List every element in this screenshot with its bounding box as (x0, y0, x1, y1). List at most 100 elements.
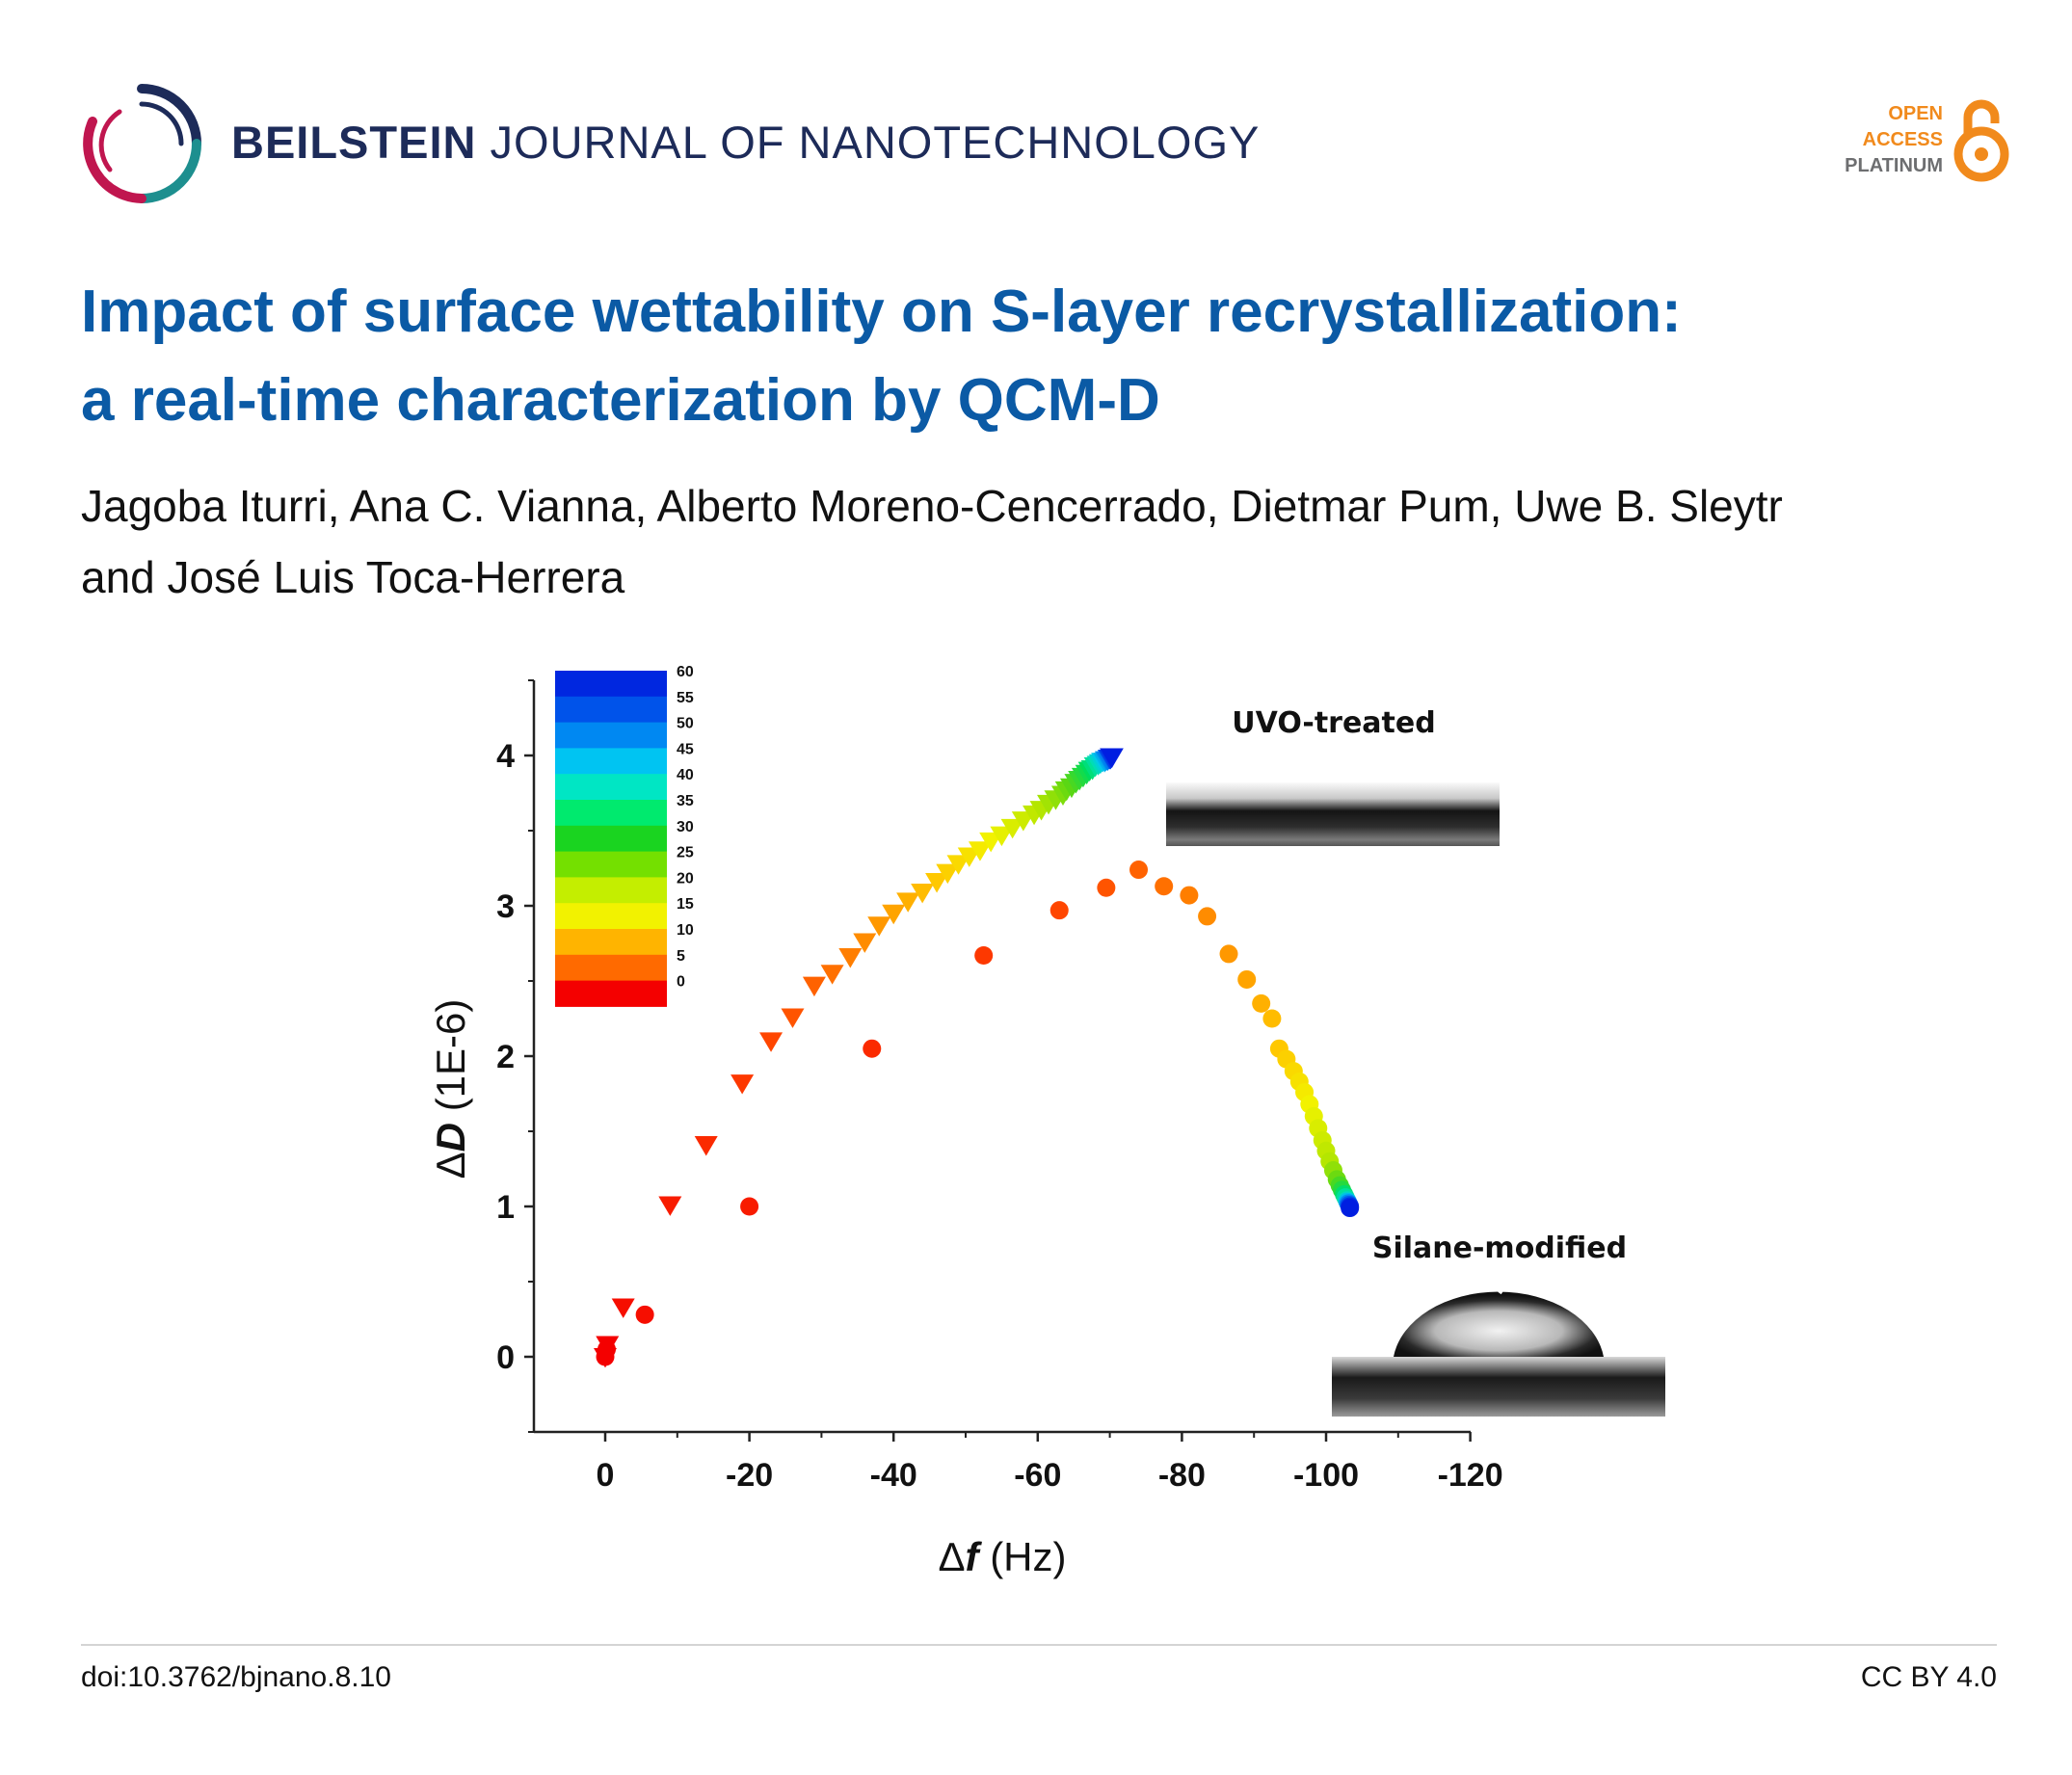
colorbar-cell (555, 954, 667, 982)
data-point-circle (1049, 901, 1069, 920)
inset-silane: Silane-modified (1332, 1232, 1665, 1417)
inset-uvo-title: UVO-treated (1232, 706, 1435, 740)
data-point-circle (1341, 1199, 1360, 1218)
data-point-circle (597, 1339, 616, 1359)
data-point-triangle (820, 965, 844, 985)
inset-uvo-image (1166, 782, 1500, 846)
colorbar-cell (555, 722, 667, 749)
data-point-circle (740, 1197, 759, 1216)
data-point-circle (635, 1305, 654, 1324)
colorbar-tick-label: 45 (677, 741, 694, 757)
data-point-triangle (658, 1196, 682, 1216)
data-point-circle (863, 1039, 882, 1058)
data-point-circle (1252, 993, 1271, 1013)
data-point-triangle (911, 883, 935, 904)
colorbar-cell (555, 825, 667, 853)
data-point-circle (1198, 907, 1217, 926)
oa-line-access: ACCESS (1862, 128, 1943, 150)
x-tick-label: -40 (870, 1457, 917, 1494)
x-tick-label: -20 (726, 1457, 773, 1494)
data-point-circle (1097, 878, 1116, 897)
colorbar-tick-label: 60 (677, 664, 694, 680)
data-point-triangle (731, 1074, 755, 1095)
x-tick-label: -80 (1158, 1457, 1206, 1494)
colorbar-tick-label: 40 (677, 767, 694, 783)
colorbar-tick-label: 10 (677, 922, 694, 939)
colorbar-cell (555, 980, 667, 1007)
license-text: CC BY 4.0 (1860, 1661, 1997, 1693)
x-tick-label: -60 (1014, 1457, 1061, 1494)
open-lock-icon (1953, 99, 2009, 182)
journal-name: BEILSTEIN JOURNAL OF NANOTECHNOLOGY (231, 117, 1261, 168)
data-point-triangle (882, 904, 906, 925)
beilstein-logo-icon (83, 84, 201, 203)
y-axis-title: ΔD (1E-6) (428, 999, 473, 1179)
y-tick-label: 1 (496, 1189, 515, 1226)
data-point-triangle (936, 863, 960, 885)
data-point-triangle (694, 1136, 718, 1156)
oa-line-platinum: PLATINUM (1845, 154, 1943, 176)
colorbar-cell (555, 877, 667, 904)
colorbar-tick-label: 0 (677, 974, 685, 991)
inset-silane-substrate (1332, 1357, 1665, 1417)
article-title: Impact of surface wettability on S-layer… (81, 278, 1682, 434)
colorbar-tick-label: 55 (677, 690, 694, 706)
colorbar-tick-label: 20 (677, 870, 694, 887)
data-point-triangle (759, 1032, 784, 1052)
colorbar-cell (555, 774, 667, 801)
colorbar-cell (555, 929, 667, 956)
colorbar-cell (555, 800, 667, 827)
colorbar-tick-label: 15 (677, 896, 694, 913)
colorbar-tick-label: 5 (677, 948, 685, 965)
data-point-triangle (968, 841, 992, 861)
data-point-circle (1219, 944, 1238, 964)
data-point-triangle (853, 933, 877, 953)
x-tick-label: 0 (597, 1457, 615, 1494)
data-point-triangle (838, 948, 863, 968)
data-point-triangle (611, 1298, 635, 1318)
data-point-triangle (1000, 818, 1024, 839)
chart-points (594, 748, 1360, 1368)
data-point-triangle (1100, 748, 1124, 768)
oa-line-open: OPEN (1888, 102, 1943, 124)
colorbar-cell (555, 671, 667, 698)
doi-text: doi:10.3762/bjnano.8.10 (81, 1661, 391, 1693)
x-tick-label: -100 (1293, 1457, 1359, 1494)
inset-silane-title: Silane-modified (1372, 1232, 1627, 1265)
y-tick-label: 4 (496, 738, 515, 775)
data-point-circle (1237, 969, 1257, 989)
data-point-triangle (802, 976, 826, 997)
y-tick-label: 2 (496, 1039, 515, 1075)
y-tick-label: 0 (496, 1339, 515, 1376)
data-point-circle (1262, 1009, 1282, 1028)
colorbar-cell (555, 696, 667, 724)
data-point-circle (1129, 861, 1149, 880)
data-point-circle (1155, 877, 1174, 896)
colorbar-tick-label: 35 (677, 793, 694, 809)
colorbar-cell (555, 851, 667, 878)
data-point-triangle (781, 1008, 805, 1028)
data-point-triangle (990, 826, 1014, 847)
colorbar-cell (555, 748, 667, 775)
data-point-triangle (867, 916, 891, 937)
footer-divider (81, 1644, 1997, 1646)
y-tick-label: 3 (496, 888, 515, 925)
colorbar-tick-label: 50 (677, 716, 694, 732)
inset-silane-droplet (1394, 1291, 1604, 1357)
chart-axes: 0 -20 -40 -60 -80 -100 -120 0 1 2 3 4 (496, 679, 1503, 1494)
data-point-triangle (896, 892, 920, 913)
inset-uvo: UVO-treated (1166, 706, 1500, 846)
data-point-circle (1180, 886, 1199, 905)
x-tick-label: -120 (1438, 1457, 1503, 1494)
data-point-triangle (925, 873, 949, 893)
colorbar-cell (555, 903, 667, 930)
colorbar-tick-label: 30 (677, 819, 694, 835)
x-axis-title: Δf (Hz) (938, 1534, 1066, 1579)
open-access-badge: OPEN ACCESS PLATINUM (1845, 94, 2010, 185)
colorbar-tick-label: 25 (677, 845, 694, 861)
article-authors: Jagoba Iturri, Ana C. Vianna, Alberto Mo… (81, 481, 1783, 602)
data-point-triangle (946, 855, 970, 875)
data-point-circle (974, 945, 994, 965)
